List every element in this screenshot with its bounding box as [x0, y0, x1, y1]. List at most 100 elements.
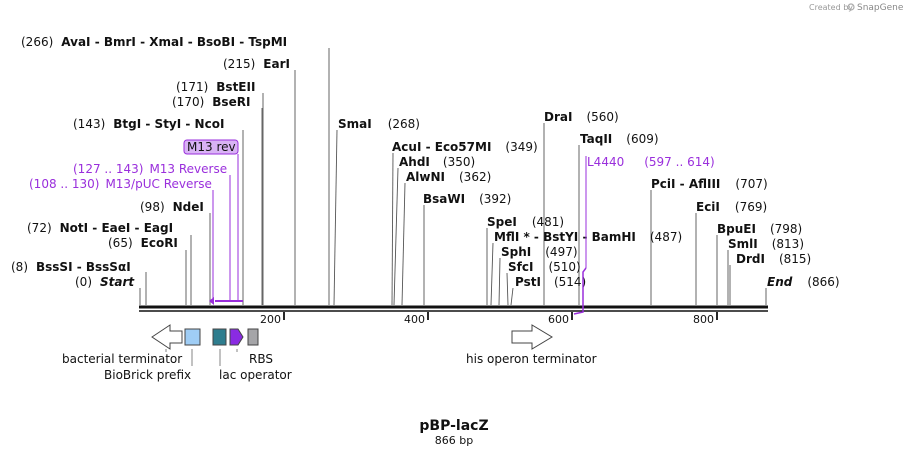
site-pos-mfli: (487) — [650, 230, 682, 244]
snapgene-logo-icon — [847, 3, 855, 11]
site-name-bpuei: BpuEI — [717, 222, 756, 236]
plasmid-length: 866 bp — [435, 434, 473, 447]
rbs-arrow-icon — [229, 328, 244, 346]
primer-m13reverse-label: (127 .. 143) M13 Reverse — [73, 162, 227, 176]
position-ticks: 200 400 600 800 — [260, 312, 718, 326]
tick-label-600: 600 — [548, 313, 569, 326]
site-name-end: End — [767, 275, 793, 289]
primer-l4440-name: L4440 — [587, 155, 624, 169]
primer-m13puc-name: M13/pUC Reverse — [105, 177, 212, 191]
site-line-smai — [333, 129, 338, 306]
site-pos-bsawi: (392) — [479, 192, 511, 206]
site-pos-btgi: (143) — [73, 117, 105, 131]
site-label-bsteii: (171) BstEII — [176, 80, 255, 94]
site-name-drai: DraI — [544, 110, 572, 124]
primer-l4440-label: L4440 (597 .. 614) — [587, 155, 715, 169]
primer-m13-arrow-icon — [209, 297, 214, 305]
site-name-btgi: BtgI - StyI - NcoI — [113, 117, 224, 131]
site-label-spei: SpeI (481) — [487, 215, 564, 229]
site-name-drdi: DrdI — [736, 252, 765, 266]
biobrick-prefix-label: BioBrick prefix — [104, 368, 191, 382]
primer-m13-bar — [215, 300, 243, 302]
primer-m13reverse-name: M13 Reverse — [149, 162, 227, 176]
site-name-pcii: PciI - AflIII — [651, 177, 720, 191]
site-pos-bpuei: (798) — [770, 222, 802, 236]
site-pos-bseri: (170) — [172, 95, 204, 109]
site-label-pcii: PciI - AflIII (707) — [651, 177, 768, 191]
site-pos-pcii: (707) — [735, 177, 767, 191]
site-label-bpuei: BpuEI (798) — [717, 222, 802, 236]
site-pos-avai: (266) — [21, 35, 53, 49]
site-pos-sfci: (510) — [548, 260, 580, 274]
site-pos-ndei: (98) — [140, 200, 165, 214]
site-label-taqii: TaqII (609) — [580, 132, 659, 146]
site-name-alwni: AlwNI — [406, 170, 445, 184]
site-label-btgi: (143) BtgI - StyI - NcoI — [73, 117, 224, 131]
site-name-smai: SmaI — [338, 117, 372, 131]
site-line-mfli — [490, 242, 494, 306]
primer-l4440-range: (597 .. 614) — [644, 155, 714, 169]
site-line-sfci — [506, 272, 509, 306]
site-pos-ecii: (769) — [735, 200, 767, 214]
site-name-smli: SmlI — [728, 237, 758, 251]
his-operon-terminator-arrow-icon — [511, 324, 553, 350]
site-label-bseri: (170) BseRI — [172, 95, 250, 109]
site-label-start: (0) Start — [75, 275, 135, 289]
site-pos-spei: (481) — [532, 215, 564, 229]
site-lines — [139, 48, 767, 306]
site-name-ecori: EcoRI — [141, 236, 178, 250]
primer-l4440-mark — [573, 267, 587, 315]
primer-m13puc-label: (108 .. 130) M13/pUC Reverse — [29, 177, 212, 191]
gray-feature-box — [247, 328, 259, 346]
site-name-bsssi: BssSI - BssSαI — [36, 260, 131, 274]
site-pos-ecori: (65) — [108, 236, 133, 250]
site-name-ndei: NdeI — [173, 200, 204, 214]
site-line-ahdi — [393, 167, 399, 306]
site-name-acui: AcuI - Eco57MI — [392, 140, 491, 154]
site-label-ahdi: AhdI (350) — [399, 155, 475, 169]
site-name-bsteii: BstEII — [216, 80, 255, 94]
site-labels-left: (0) Start (8) BssSI - BssSαI (65) EcoRI (72… — [11, 35, 290, 289]
site-line-alwni — [401, 182, 406, 306]
site-name-ahdi: AhdI — [399, 155, 430, 169]
biobrick-prefix-box — [184, 328, 201, 346]
site-name-noti: NotI - EaeI - EagI — [60, 221, 173, 235]
site-pos-end: (866) — [807, 275, 839, 289]
site-label-end: End (866) — [767, 275, 840, 289]
site-label-bsssi: (8) BssSI - BssSαI — [11, 260, 131, 274]
site-name-avai: AvaI - BmrI - XmaI - BsoBI - TspMI — [61, 35, 287, 49]
site-label-noti: (72) NotI - EaeI - EagI — [27, 221, 173, 235]
site-pos-bsteii: (171) — [176, 80, 208, 94]
primer-m13rev-label: M13 rev — [187, 140, 236, 154]
site-name-mfli: MflI * - BstYI - BamHI — [494, 230, 636, 244]
site-name-sfci: SfcI — [508, 260, 533, 274]
site-label-eari: (215) EarI — [223, 57, 290, 71]
bacterial-terminator-arrow-icon — [151, 324, 183, 350]
lac-operator-box — [212, 328, 227, 346]
site-name-start: Start — [100, 275, 135, 289]
lac-operator-label: lac operator — [219, 368, 292, 382]
plasmid-title: pBP-lacZ — [419, 418, 488, 434]
site-name-bsawi: BsaWI — [423, 192, 465, 206]
site-label-acui: AcuI - Eco57MI (349) — [392, 140, 538, 154]
site-label-bsawi: BsaWI (392) — [423, 192, 511, 206]
site-label-mfli: MflI * - BstYI - BamHI (487) — [494, 230, 682, 244]
site-pos-alwni: (362) — [459, 170, 491, 184]
rbs-label: RBS — [249, 352, 273, 366]
site-name-psti: PstI — [515, 275, 541, 289]
site-pos-eari: (215) — [223, 57, 255, 71]
site-name-spei: SpeI — [487, 215, 517, 229]
site-pos-bsssi: (8) — [11, 260, 28, 274]
site-pos-start: (0) — [75, 275, 92, 289]
site-label-avai: (266) AvaI - BmrI - XmaI - BsoBI - TspMI — [21, 35, 287, 49]
site-name-taqii: TaqII — [580, 132, 612, 146]
site-label-drdi: DrdI (815) — [736, 252, 811, 266]
site-label-ecii: EciI (769) — [696, 200, 767, 214]
site-label-drai: DraI (560) — [544, 110, 619, 124]
site-pos-sphi: (497) — [545, 245, 577, 259]
site-label-smli: SmlI (813) — [728, 237, 804, 251]
tick-label-800: 800 — [693, 313, 714, 326]
site-name-sphi: SphI — [501, 245, 531, 259]
snapgene-credit: Created by SnapGene — [809, 3, 904, 13]
